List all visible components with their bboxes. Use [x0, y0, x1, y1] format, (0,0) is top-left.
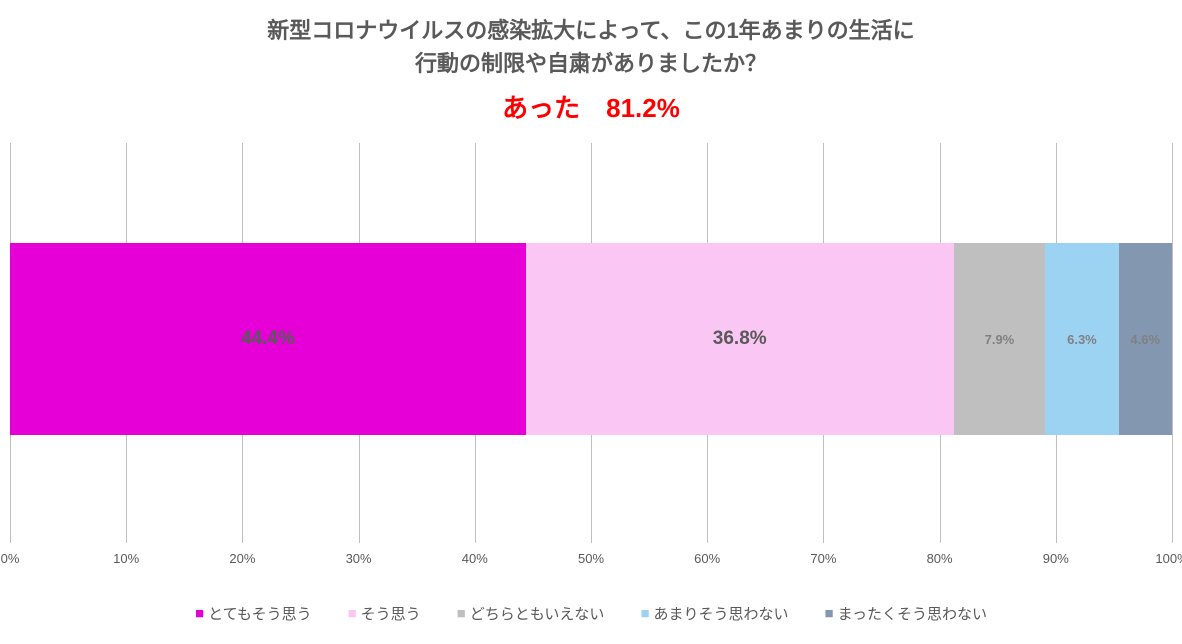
legend-label: あまりそう思わない [654, 603, 789, 624]
legend-swatch-icon: ■ [457, 605, 466, 622]
plot-area: 44.4%36.8%7.9%6.3%4.6% [10, 143, 1172, 543]
x-tick-label: 20% [229, 551, 255, 566]
stacked-bar-chart: 新型コロナウイルスの感染拡大によって、この1年あまりの生活に 行動の制限や自粛が… [10, 14, 1172, 624]
legend-swatch-icon: ■ [348, 605, 357, 622]
legend-item: ■まったくそう思わない [825, 603, 987, 624]
legend-swatch-icon: ■ [825, 605, 834, 622]
legend-swatch-icon: ■ [195, 605, 204, 622]
x-tick-label: 50% [578, 551, 604, 566]
x-tick-label: 70% [810, 551, 836, 566]
stacked-bar: 44.4%36.8%7.9%6.3%4.6% [10, 243, 1172, 435]
chart-title-line1: 新型コロナウイルスの感染拡大によって、この1年あまりの生活に [267, 18, 914, 43]
chart-title-line2: 行動の制限や自粛がありましたか？ [415, 51, 767, 76]
legend-label: とてもそう思う [208, 603, 312, 624]
legend-label: どちらともいえない [470, 603, 605, 624]
x-axis-ticks: 0%10%20%30%40%50%60%70%80%90%100% [10, 551, 1172, 573]
x-tick-label: 100% [1155, 551, 1182, 566]
bar-segment: 36.8% [526, 243, 954, 435]
bar-segment: 6.3% [1045, 243, 1118, 435]
bar-segment: 7.9% [954, 243, 1046, 435]
x-tick-label: 60% [694, 551, 720, 566]
x-tick-label: 80% [927, 551, 953, 566]
bar-segment: 4.6% [1119, 243, 1172, 435]
bar-segment: 44.4% [10, 243, 526, 435]
chart-title: 新型コロナウイルスの感染拡大によって、この1年あまりの生活に 行動の制限や自粛が… [10, 14, 1172, 80]
summary-callout-text: あった 81.2% [502, 93, 680, 123]
legend-swatch-icon: ■ [640, 605, 649, 622]
x-tick-label: 40% [462, 551, 488, 566]
legend-item: ■そう思う [348, 603, 421, 624]
legend-item: ■とてもそう思う [195, 603, 312, 624]
x-tick-label: 90% [1043, 551, 1069, 566]
gridline [1172, 143, 1173, 543]
legend-item: ■ あまりそう思わない [640, 603, 788, 624]
x-tick-label: 0% [1, 551, 20, 566]
legend-item: ■どちらともいえない [457, 603, 605, 624]
x-tick-label: 10% [113, 551, 139, 566]
summary-callout: あった 81.2% [10, 88, 1172, 125]
legend: ■とてもそう思う■そう思う■どちらともいえない■あまりそう思わない■まったくそう… [10, 603, 1172, 624]
legend-label: まったくそう思わない [838, 603, 987, 624]
x-tick-label: 30% [346, 551, 372, 566]
legend-label: そう思う [361, 603, 421, 624]
